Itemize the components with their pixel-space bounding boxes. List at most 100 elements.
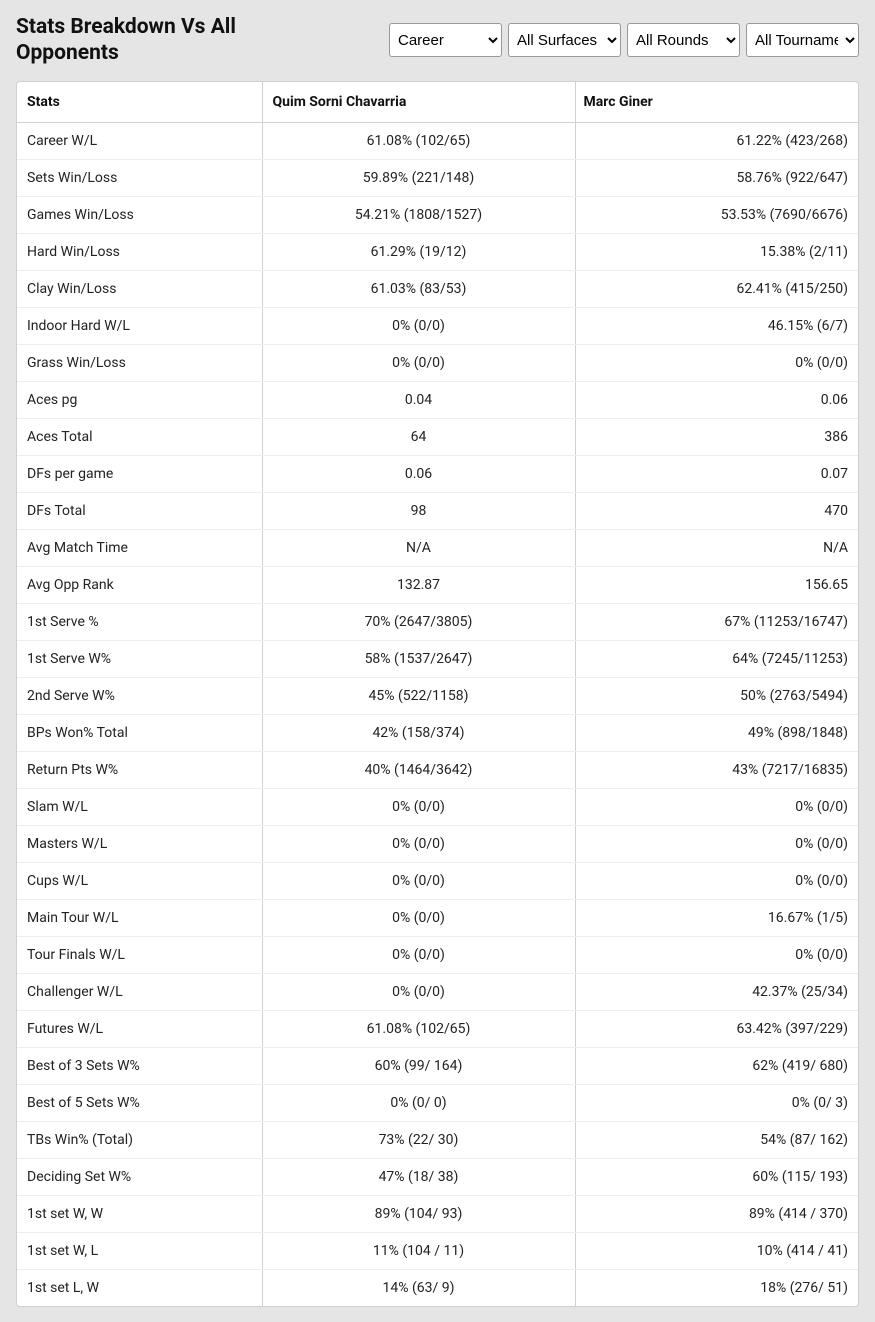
player2-value: 0% (0/0) bbox=[575, 788, 858, 825]
table-row: Clay Win/Loss61.03% (83/53)62.41% (415/2… bbox=[17, 270, 858, 307]
stat-label: Avg Opp Rank bbox=[17, 566, 262, 603]
table-row: 1st set L, W14% (63/ 9)18% (276/ 51) bbox=[17, 1269, 858, 1306]
table-row: Return Pts W%40% (1464/3642)43% (7217/16… bbox=[17, 751, 858, 788]
stat-label: 1st set W, W bbox=[17, 1195, 262, 1232]
stat-label: TBs Win% (Total) bbox=[17, 1121, 262, 1158]
stat-label: Hard Win/Loss bbox=[17, 233, 262, 270]
player1-value: 0.04 bbox=[262, 381, 575, 418]
player2-value: 0% (0/0) bbox=[575, 344, 858, 381]
player1-value: 42% (158/374) bbox=[262, 714, 575, 751]
player2-value: 43% (7217/16835) bbox=[575, 751, 858, 788]
table-row: DFs Total98470 bbox=[17, 492, 858, 529]
table-row: DFs per game0.060.07 bbox=[17, 455, 858, 492]
stat-label: 1st set W, L bbox=[17, 1232, 262, 1269]
stat-label: Slam W/L bbox=[17, 788, 262, 825]
player2-value: 16.67% (1/5) bbox=[575, 899, 858, 936]
stat-label: Challenger W/L bbox=[17, 973, 262, 1010]
col-header-stats: Stats bbox=[17, 82, 262, 123]
player2-value: 0% (0/0) bbox=[575, 825, 858, 862]
table-row: Tour Finals W/L0% (0/0)0% (0/0) bbox=[17, 936, 858, 973]
table-header-row: Stats Quim Sorni Chavarria Marc Giner bbox=[17, 82, 858, 123]
table-row: Grass Win/Loss0% (0/0)0% (0/0) bbox=[17, 344, 858, 381]
player1-value: 0% (0/0) bbox=[262, 307, 575, 344]
stat-label: Grass Win/Loss bbox=[17, 344, 262, 381]
player2-value: 15.38% (2/11) bbox=[575, 233, 858, 270]
table-row: 1st Serve W%58% (1537/2647)64% (7245/112… bbox=[17, 640, 858, 677]
player2-value: 46.15% (6/7) bbox=[575, 307, 858, 344]
player1-value: 0% (0/0) bbox=[262, 862, 575, 899]
player1-value: 0% (0/0) bbox=[262, 936, 575, 973]
tournament-select[interactable]: All Tournaments bbox=[746, 23, 859, 57]
player1-value: 64 bbox=[262, 418, 575, 455]
stat-label: Clay Win/Loss bbox=[17, 270, 262, 307]
player2-value: 0% (0/0) bbox=[575, 862, 858, 899]
table-row: Sets Win/Loss59.89% (221/148)58.76% (922… bbox=[17, 159, 858, 196]
player2-value: 62% (419/ 680) bbox=[575, 1047, 858, 1084]
player1-value: 0.06 bbox=[262, 455, 575, 492]
table-row: Career W/L61.08% (102/65)61.22% (423/268… bbox=[17, 122, 858, 159]
player2-value: 58.76% (922/647) bbox=[575, 159, 858, 196]
player1-value: 54.21% (1808/1527) bbox=[262, 196, 575, 233]
stat-label: Sets Win/Loss bbox=[17, 159, 262, 196]
stat-label: Futures W/L bbox=[17, 1010, 262, 1047]
player2-value: 67% (11253/16747) bbox=[575, 603, 858, 640]
player1-value: 0% (0/0) bbox=[262, 973, 575, 1010]
table-row: Games Win/Loss54.21% (1808/1527)53.53% (… bbox=[17, 196, 858, 233]
player2-value: 54% (87/ 162) bbox=[575, 1121, 858, 1158]
table-row: Cups W/L0% (0/0)0% (0/0) bbox=[17, 862, 858, 899]
page-title: Stats Breakdown Vs All Opponents bbox=[16, 14, 316, 67]
table-row: BPs Won% Total42% (158/374)49% (898/1848… bbox=[17, 714, 858, 751]
player1-value: 45% (522/1158) bbox=[262, 677, 575, 714]
player2-value: 0.07 bbox=[575, 455, 858, 492]
stat-label: Cups W/L bbox=[17, 862, 262, 899]
player2-value: 10% (414 / 41) bbox=[575, 1232, 858, 1269]
stat-label: 1st set L, W bbox=[17, 1269, 262, 1306]
timeframe-select[interactable]: Career bbox=[389, 23, 502, 57]
table-row: TBs Win% (Total)73% (22/ 30)54% (87/ 162… bbox=[17, 1121, 858, 1158]
table-row: Masters W/L0% (0/0)0% (0/0) bbox=[17, 825, 858, 862]
player1-value: N/A bbox=[262, 529, 575, 566]
table-row: Slam W/L0% (0/0)0% (0/0) bbox=[17, 788, 858, 825]
player2-value: N/A bbox=[575, 529, 858, 566]
stat-label: Masters W/L bbox=[17, 825, 262, 862]
table-row: Main Tour W/L0% (0/0)16.67% (1/5) bbox=[17, 899, 858, 936]
player1-value: 89% (104/ 93) bbox=[262, 1195, 575, 1232]
player2-value: 63.42% (397/229) bbox=[575, 1010, 858, 1047]
player2-value: 53.53% (7690/6676) bbox=[575, 196, 858, 233]
player1-value: 61.03% (83/53) bbox=[262, 270, 575, 307]
stat-label: 1st Serve % bbox=[17, 603, 262, 640]
player2-value: 64% (7245/11253) bbox=[575, 640, 858, 677]
player1-value: 0% (0/ 0) bbox=[262, 1084, 575, 1121]
table-row: Aces pg0.040.06 bbox=[17, 381, 858, 418]
player2-value: 470 bbox=[575, 492, 858, 529]
stat-label: DFs Total bbox=[17, 492, 262, 529]
table-row: Indoor Hard W/L0% (0/0)46.15% (6/7) bbox=[17, 307, 858, 344]
player1-value: 0% (0/0) bbox=[262, 825, 575, 862]
stat-label: Return Pts W% bbox=[17, 751, 262, 788]
round-select[interactable]: All Rounds bbox=[627, 23, 740, 57]
stat-label: Best of 3 Sets W% bbox=[17, 1047, 262, 1084]
table-row: Best of 5 Sets W%0% (0/ 0)0% (0/ 3) bbox=[17, 1084, 858, 1121]
player1-value: 0% (0/0) bbox=[262, 899, 575, 936]
stat-label: Indoor Hard W/L bbox=[17, 307, 262, 344]
player2-value: 0% (0/0) bbox=[575, 936, 858, 973]
stat-label: 1st Serve W% bbox=[17, 640, 262, 677]
player1-value: 47% (18/ 38) bbox=[262, 1158, 575, 1195]
stat-label: Career W/L bbox=[17, 122, 262, 159]
surface-select[interactable]: All Surfaces bbox=[508, 23, 621, 57]
table-row: Futures W/L61.08% (102/65)63.42% (397/22… bbox=[17, 1010, 858, 1047]
stat-label: BPs Won% Total bbox=[17, 714, 262, 751]
table-row: Challenger W/L0% (0/0)42.37% (25/34) bbox=[17, 973, 858, 1010]
table-row: Aces Total64386 bbox=[17, 418, 858, 455]
stat-label: Main Tour W/L bbox=[17, 899, 262, 936]
player2-value: 0.06 bbox=[575, 381, 858, 418]
player2-value: 18% (276/ 51) bbox=[575, 1269, 858, 1306]
player1-value: 14% (63/ 9) bbox=[262, 1269, 575, 1306]
table-row: Hard Win/Loss61.29% (19/12)15.38% (2/11) bbox=[17, 233, 858, 270]
filter-bar: Career All Surfaces All Rounds All Tourn… bbox=[389, 23, 859, 57]
stat-label: DFs per game bbox=[17, 455, 262, 492]
stat-label: Best of 5 Sets W% bbox=[17, 1084, 262, 1121]
table-row: Best of 3 Sets W%60% (99/ 164)62% (419/ … bbox=[17, 1047, 858, 1084]
player1-value: 0% (0/0) bbox=[262, 788, 575, 825]
table-row: Avg Opp Rank132.87156.65 bbox=[17, 566, 858, 603]
